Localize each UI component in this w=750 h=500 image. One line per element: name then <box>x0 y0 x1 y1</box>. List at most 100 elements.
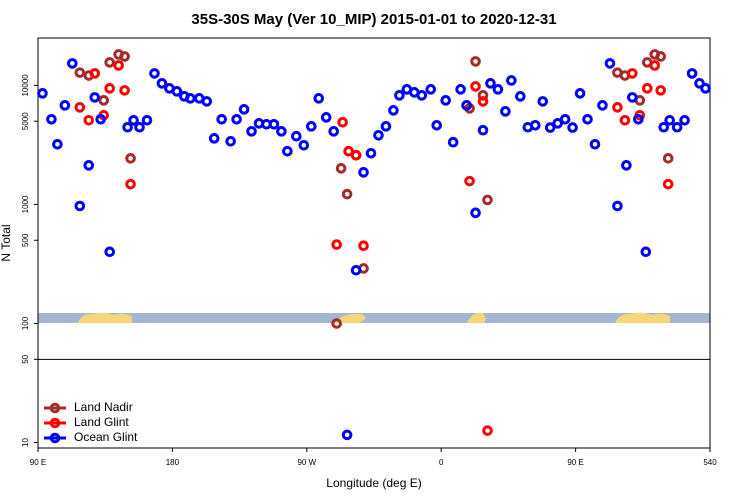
point <box>380 121 392 132</box>
point <box>604 58 616 69</box>
point <box>662 178 674 190</box>
point <box>641 83 653 94</box>
point <box>104 246 115 258</box>
land-shape <box>615 312 670 323</box>
point <box>89 92 101 103</box>
point <box>485 78 496 89</box>
point <box>640 246 652 258</box>
point <box>655 51 667 62</box>
point <box>619 114 631 126</box>
x-tick-label: 540 <box>703 458 717 467</box>
point <box>621 160 632 171</box>
land-shape <box>78 312 132 323</box>
point <box>122 121 133 133</box>
plot-frame <box>37 37 711 449</box>
point <box>225 136 236 147</box>
point <box>216 113 227 125</box>
point <box>185 93 196 104</box>
chart-title: 35S-30S May (Ver 10_MIP) 2015-01-01 to 2… <box>191 11 556 28</box>
point <box>567 122 578 133</box>
point <box>416 90 428 101</box>
point <box>104 83 115 94</box>
y-tick-label: 100 <box>21 316 30 330</box>
point <box>171 86 183 97</box>
point <box>552 118 563 129</box>
y-tick-label: 10 <box>21 438 30 447</box>
legend-marker <box>49 402 61 414</box>
point <box>597 100 608 111</box>
point <box>282 145 293 157</box>
point <box>658 121 670 133</box>
point <box>335 163 347 174</box>
point <box>291 130 302 142</box>
point <box>119 85 130 96</box>
point <box>694 78 705 89</box>
point <box>686 68 698 79</box>
point <box>341 188 353 200</box>
y-tick-label: 50 <box>21 354 30 363</box>
point <box>46 113 57 125</box>
point <box>305 121 317 132</box>
point <box>492 84 504 95</box>
point <box>440 95 451 106</box>
point <box>612 102 623 113</box>
point <box>470 56 481 67</box>
point <box>313 93 325 104</box>
point <box>394 90 405 101</box>
point <box>664 114 675 126</box>
y-tick-label: 5000 <box>21 112 30 130</box>
point <box>350 264 362 276</box>
point <box>95 113 107 125</box>
point <box>74 67 86 78</box>
point <box>589 138 601 150</box>
land-shape <box>467 312 486 323</box>
x-tick-label: 180 <box>166 458 180 467</box>
point <box>141 114 153 126</box>
point <box>113 60 124 71</box>
point <box>74 102 86 113</box>
point <box>559 113 571 125</box>
point <box>350 149 362 161</box>
y-tick-label: 10000 <box>21 74 30 97</box>
point <box>425 84 437 95</box>
point <box>662 153 674 164</box>
point <box>388 105 399 116</box>
point <box>470 81 481 92</box>
point <box>125 178 136 190</box>
y-tick-label: 500 <box>21 233 30 247</box>
x-axis-label: Longitude (deg E) <box>326 476 421 490</box>
point <box>477 96 489 107</box>
map-strip <box>38 313 710 323</box>
point <box>119 51 130 62</box>
point <box>341 429 353 441</box>
point <box>67 58 78 69</box>
point <box>331 318 342 329</box>
point <box>500 106 511 117</box>
point <box>343 145 354 157</box>
point <box>276 126 287 137</box>
point <box>455 84 466 95</box>
point <box>358 240 369 252</box>
point <box>37 88 48 99</box>
point <box>482 194 493 206</box>
point <box>74 200 86 212</box>
point <box>208 133 220 144</box>
y-axis-label: N Total <box>0 224 13 261</box>
legend-label: Land Glint <box>74 415 129 429</box>
point <box>464 175 475 187</box>
point <box>268 119 280 130</box>
point <box>201 96 213 107</box>
x-tick-label: 90 E <box>30 458 46 467</box>
x-tick-label: 90 E <box>567 458 583 467</box>
point <box>246 126 257 137</box>
point <box>431 120 443 131</box>
point <box>633 113 644 125</box>
point <box>461 100 472 111</box>
point <box>231 113 242 125</box>
point <box>544 122 556 133</box>
point <box>358 167 369 178</box>
point <box>470 207 481 219</box>
point <box>298 139 310 151</box>
point <box>52 138 63 150</box>
